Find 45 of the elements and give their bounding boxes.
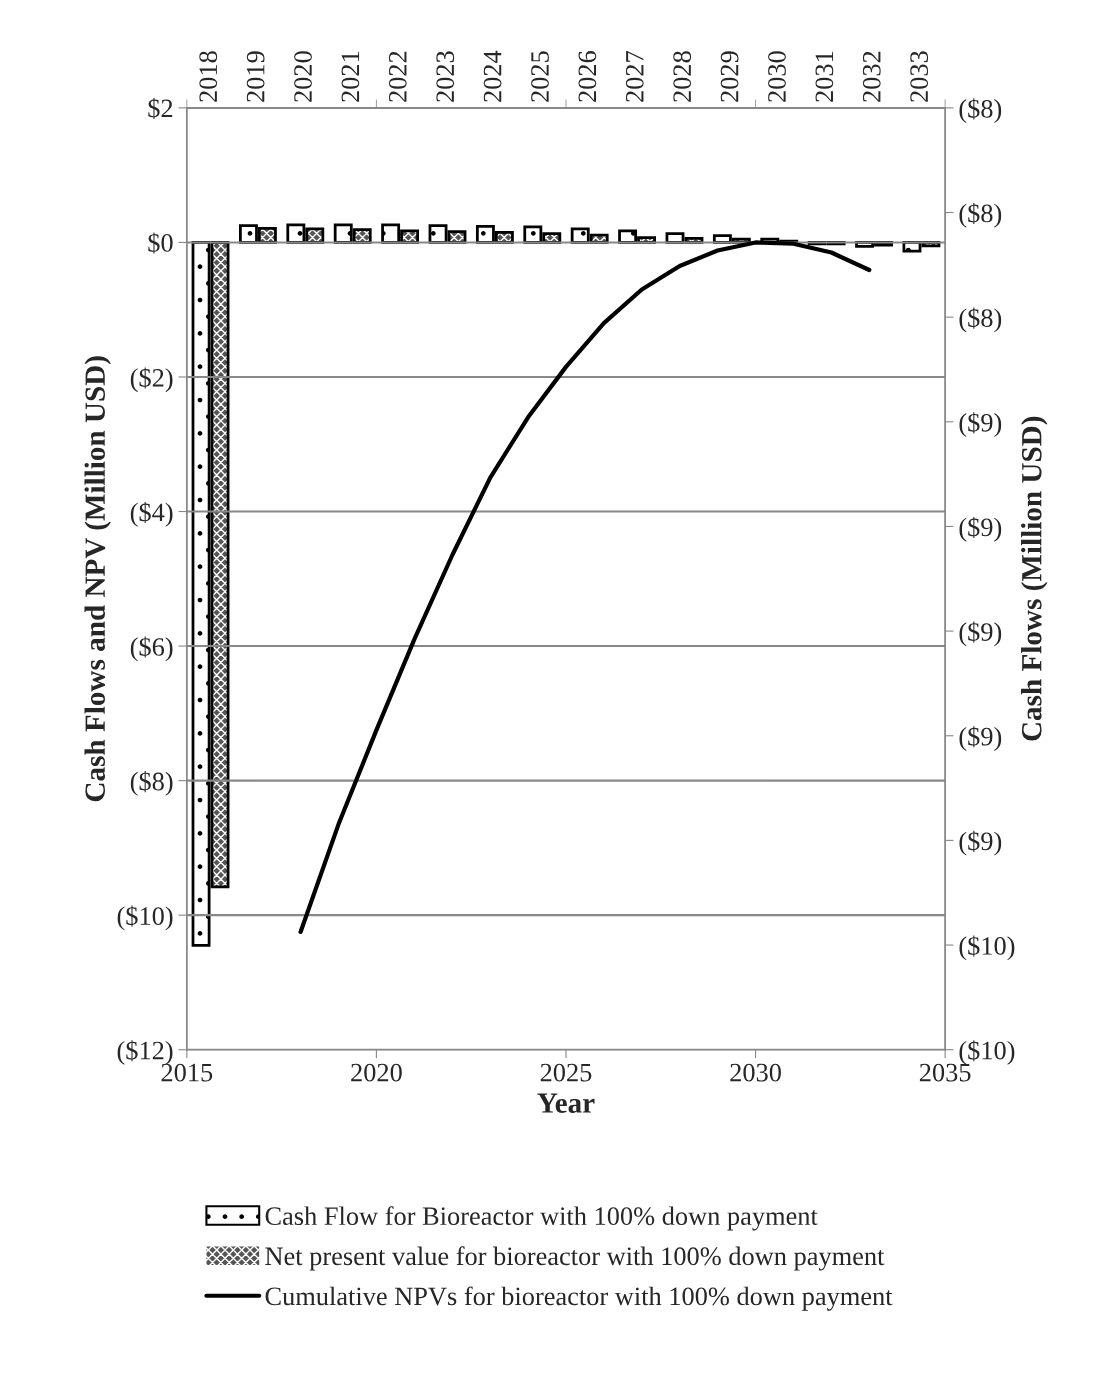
y2-tick-label: ($9) <box>959 726 1002 751</box>
y2-tick-label: ($9) <box>959 516 1002 542</box>
y2-tick-label: ($10) <box>959 935 1015 961</box>
y-tick-label: ($8) <box>130 771 173 796</box>
y-tick-label: $0 <box>148 232 173 254</box>
legend-label: Net present value for bioreactor with 100% down payment <box>265 1246 885 1271</box>
y-tick-label: ($6) <box>130 636 173 662</box>
x-tick-label: 2030 <box>730 1063 781 1082</box>
x2-tick-label: 2028 <box>673 51 692 102</box>
y-tick-label: ($2) <box>130 367 173 393</box>
x2-tick-label: 2032 <box>862 51 881 102</box>
x2-tick-label: 2019 <box>246 51 265 102</box>
y2-tick-label: ($9) <box>959 621 1002 647</box>
x2-tick-label: 2024 <box>483 50 502 102</box>
legend-label: Cumulative NPVs for bioreactor with 100% down payment <box>265 1286 893 1311</box>
x2-tick-label: 2020 <box>294 51 312 102</box>
y-tick-label: $2 <box>148 97 173 120</box>
y-tick-label: ($10) <box>117 905 173 931</box>
x2-tick-label: 2026 <box>578 51 597 102</box>
legend-label: Cash Flow for Bioreactor with 100% down payment <box>265 1206 818 1231</box>
y2-axis-title: Cash Flows (Million USD) <box>1021 416 1048 741</box>
x2-tick-label: 2030 <box>768 51 786 102</box>
x2-tick-label: 2031 <box>815 51 834 102</box>
y2-tick-label: ($10) <box>959 1040 1015 1065</box>
x-tick-label: 2025 <box>540 1063 592 1082</box>
x2-tick-label: 2021 <box>341 51 360 102</box>
y2-tick-label: ($8) <box>959 202 1002 228</box>
x2-tick-label: 2033 <box>910 51 929 102</box>
x2-tick-label: 2023 <box>436 51 455 102</box>
y2-tick-label: ($8) <box>959 98 1002 124</box>
y2-tick-label: ($8) <box>959 307 1002 333</box>
x2-tick-label: 2029 <box>720 51 739 102</box>
x2-tick-label: 2025 <box>531 51 549 102</box>
x-tick-label: 2015 <box>161 1063 213 1082</box>
y2-tick-label: ($9) <box>959 830 1002 856</box>
y-tick-label: ($4) <box>130 501 173 527</box>
y2-tick-label: ($9) <box>959 412 1002 437</box>
x2-tick-label: 2027 <box>625 50 644 102</box>
x-axis-title: Year <box>537 1093 595 1113</box>
x2-tick-label: 2022 <box>388 51 407 102</box>
y-axis-title: Cash Flows and NPV (Million USD) <box>84 356 111 802</box>
y-tick-label: ($12) <box>117 1040 173 1065</box>
x-tick-label: 2035 <box>919 1063 971 1082</box>
x-tick-label: 2020 <box>351 1063 402 1082</box>
x2-tick-label: 2018 <box>199 51 218 102</box>
